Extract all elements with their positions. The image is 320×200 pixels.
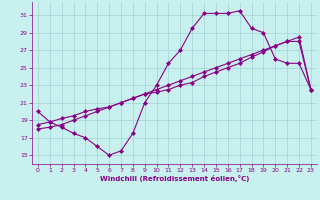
X-axis label: Windchill (Refroidissement éolien,°C): Windchill (Refroidissement éolien,°C) <box>100 175 249 182</box>
